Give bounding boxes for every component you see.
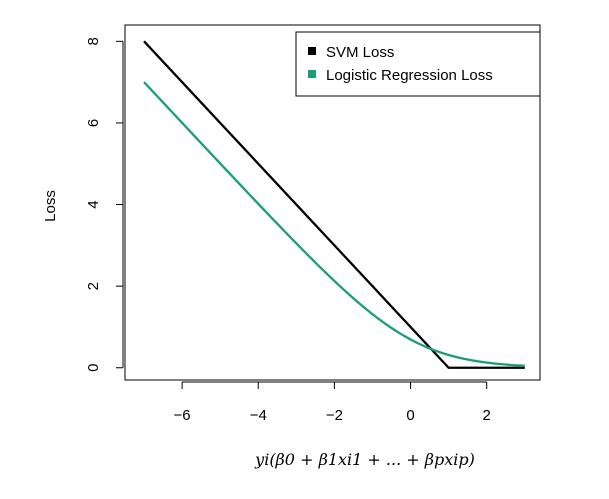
plot-frame [124,24,541,381]
legend-swatch-logistic [308,70,316,78]
x-tick-label: −6 [174,407,191,424]
y-tick-label: 6 [85,119,102,127]
legend-box [295,31,541,97]
legend-label-logistic: Logistic Regression Loss [326,67,493,84]
x-tick-label: −4 [250,407,267,424]
legend-label-svm: SVM Loss [326,44,394,61]
series-line-svm-loss [143,40,525,369]
x-axis-title: yi(β0 + β1xi1 + ... + βpxip) [254,450,475,469]
x-tick-label: −2 [326,407,343,424]
x-tick-label: 2 [483,407,491,424]
y-tick-label: 0 [85,364,102,372]
y-tick-label: 8 [85,37,102,45]
x-axis: −6 −4 −2 0 2 [174,381,491,424]
legend: SVM Loss Logistic Regression Loss [295,31,541,97]
y-axis: 0 2 4 6 8 [85,37,124,372]
series-line-logistic-loss [143,81,525,367]
legend-swatch-svm [308,47,316,55]
y-tick-label: 4 [85,200,102,208]
y-axis-title: Loss [42,190,59,222]
y-tick-label: 2 [85,282,102,290]
series-layer [143,40,525,369]
x-tick-label: 0 [406,407,414,424]
